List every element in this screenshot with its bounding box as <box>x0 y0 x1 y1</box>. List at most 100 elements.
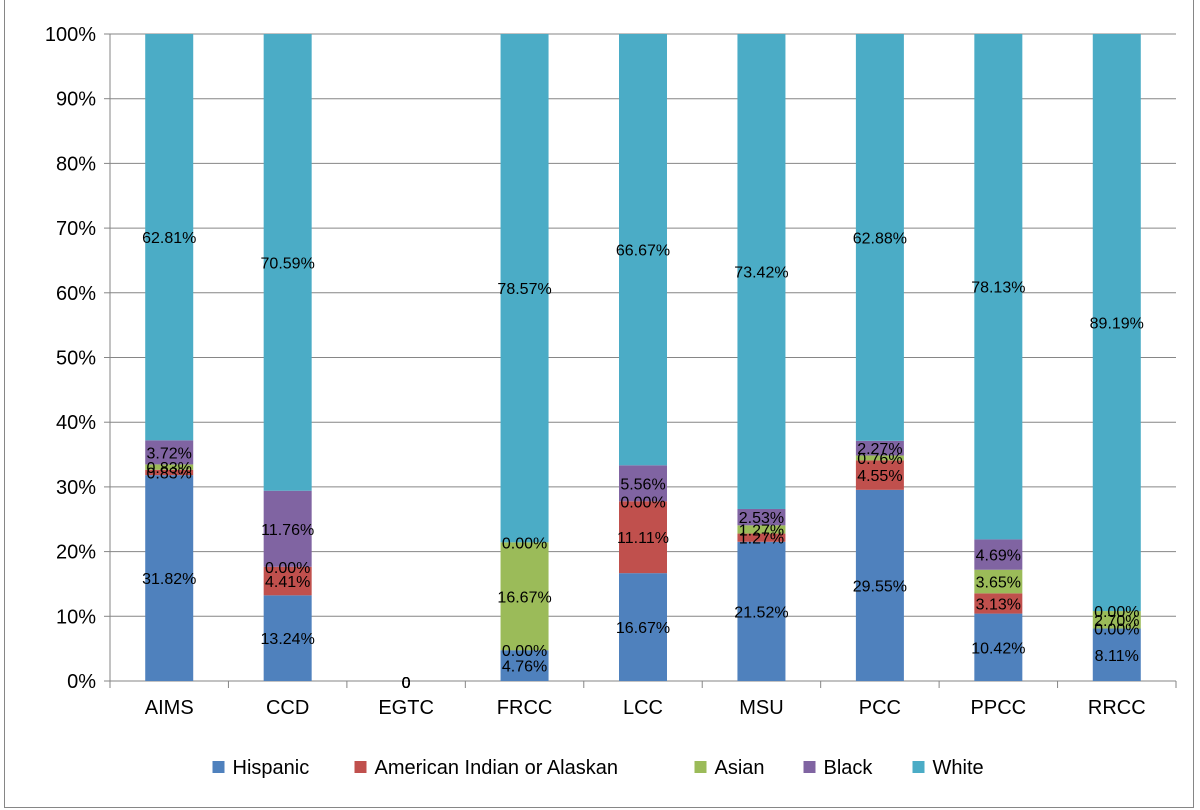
data-label: 11.11% <box>617 530 669 547</box>
x-tick-label: MSU <box>739 697 783 719</box>
data-label: 1.27% <box>739 522 784 539</box>
data-label: 62.88% <box>853 230 907 247</box>
data-label: 0 <box>402 675 411 692</box>
bar-segment <box>619 501 667 574</box>
data-label: 0 <box>402 675 411 692</box>
data-label: 4.41% <box>265 574 310 591</box>
bar-segment <box>145 469 194 476</box>
bar-segment <box>974 569 1023 594</box>
bar-segment <box>619 465 667 502</box>
bar-segment <box>855 440 904 456</box>
x-tick-label: PPCC <box>971 697 1027 719</box>
bar-segment <box>855 489 904 681</box>
data-label: 1.27% <box>739 531 784 548</box>
data-label: 0.00% <box>1094 622 1139 639</box>
x-tick-label: LCC <box>623 697 663 719</box>
data-label: 5.56% <box>620 476 665 493</box>
bar-segment <box>619 573 667 681</box>
legend-label: Asian <box>715 757 765 779</box>
legend-swatch <box>912 761 925 773</box>
data-label: 0.83% <box>147 465 192 482</box>
bar-segment <box>145 440 194 465</box>
y-tick-label: 0% <box>67 671 96 693</box>
x-tick-label: EGTC <box>378 697 434 719</box>
bar-segment <box>145 475 194 681</box>
bar-segment <box>974 539 1023 570</box>
data-label: 4.55% <box>857 468 902 485</box>
bar-segment <box>500 650 549 681</box>
data-label: 0.76% <box>857 451 902 468</box>
y-tick-label: 10% <box>56 606 96 628</box>
y-tick-label: 70% <box>56 218 96 240</box>
legend-label: White <box>933 757 984 779</box>
data-label: 0.00% <box>620 494 665 511</box>
bar-segment <box>737 525 786 534</box>
legend-swatch <box>694 761 707 773</box>
bar-segment <box>145 464 194 470</box>
data-label: 78.57% <box>497 281 551 298</box>
data-label: 73.42% <box>734 264 788 281</box>
bar-segment <box>737 533 786 542</box>
data-label: 0.00% <box>502 535 547 552</box>
bar-segment <box>1092 611 1141 629</box>
data-label: 21.52% <box>734 604 788 621</box>
bar-segment <box>855 460 904 490</box>
x-tick-label: FRCC <box>497 697 553 719</box>
bar-segment <box>855 455 904 461</box>
data-label: 0 <box>402 675 411 692</box>
legend: Hispanic American Indian or Alaskan Asian B… <box>212 757 984 779</box>
data-label: 3.72% <box>147 445 192 462</box>
legend-label: Hispanic <box>233 757 310 779</box>
x-tick-label: CCD <box>266 697 309 719</box>
data-label: 2.53% <box>739 510 784 527</box>
bar-segment <box>1092 34 1141 612</box>
data-label: 70.59% <box>261 255 315 272</box>
data-label: 0 <box>402 675 411 692</box>
bar-segment <box>737 541 786 681</box>
x-tick-label: RRCC <box>1088 697 1146 719</box>
bar-segment <box>500 542 549 651</box>
bar-segment <box>974 593 1023 614</box>
axes: 0% 10% 20% 30% 40% 50% 60% 70% 80% 90% 100% AIMS CCD… <box>45 24 1177 719</box>
y-tick-label: 20% <box>56 542 96 564</box>
data-label: 89.19% <box>1090 316 1144 333</box>
y-tick-label: 60% <box>56 283 96 305</box>
y-tick-label: 100% <box>45 24 96 46</box>
data-label: 2.70% <box>1094 613 1139 630</box>
bar-segment <box>855 34 904 441</box>
x-tick-label: AIMS <box>145 697 194 719</box>
chart-frame <box>4 0 1194 808</box>
data-label: 0.83% <box>147 460 192 477</box>
data-label: 10.42% <box>971 640 1025 657</box>
data-label: 31.82% <box>142 571 196 588</box>
data-label: 29.55% <box>853 578 907 595</box>
bar-segment <box>263 34 312 491</box>
bar-segment <box>1092 628 1141 681</box>
bars <box>145 34 1141 681</box>
data-label: 0.00% <box>502 643 547 660</box>
data-label: 0.00% <box>265 560 310 577</box>
data-label: 2.27% <box>857 441 902 458</box>
data-label: 4.76% <box>502 659 547 676</box>
bar-segment <box>737 34 786 509</box>
y-tick-label: 90% <box>56 89 96 111</box>
data-label: 4.69% <box>976 548 1021 565</box>
legend-swatch <box>803 761 816 773</box>
x-tick-label: PCC <box>859 697 901 719</box>
data-label: 66.67% <box>616 243 670 260</box>
data-label: 16.67% <box>616 620 670 637</box>
data-label: 3.13% <box>976 596 1021 613</box>
bar-segment <box>974 613 1023 681</box>
bar-segment <box>619 34 667 466</box>
data-label: 13.24% <box>261 631 315 648</box>
legend-label: American Indian or Alaskan <box>375 757 618 779</box>
data-label: 3.65% <box>976 575 1021 592</box>
bar-segment <box>145 34 194 441</box>
legend-label: Black <box>824 757 874 779</box>
legend-swatch <box>212 761 225 773</box>
data-labels: 31.82%0.83%0.83%3.72%62.81%13.24%4.41%0.… <box>142 230 1144 692</box>
data-label: 0.00% <box>1094 604 1139 621</box>
data-label: 8.11% <box>1095 648 1139 665</box>
bar-segment <box>263 595 312 681</box>
